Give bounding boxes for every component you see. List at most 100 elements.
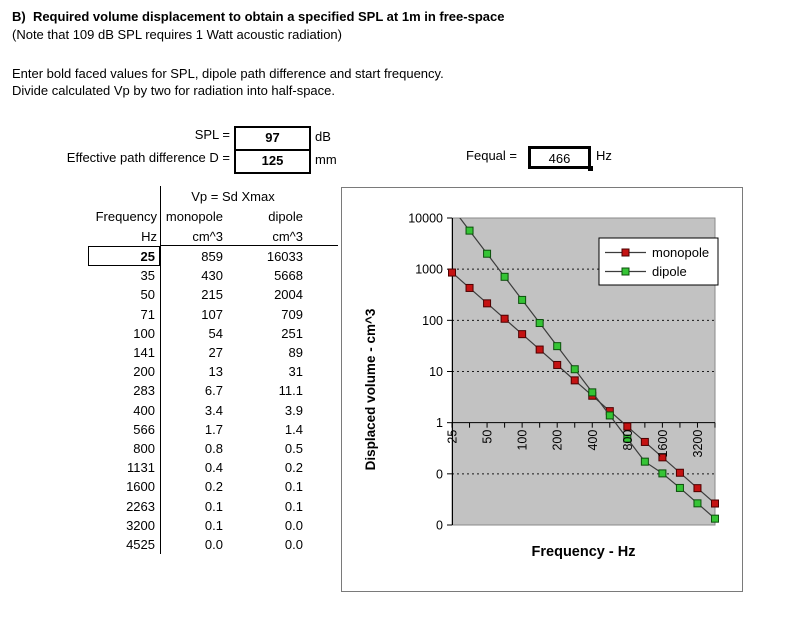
x-tick-label: 200: [551, 430, 565, 451]
monopole-cell[interactable]: 107: [201, 307, 223, 322]
y-tick-label: 0: [436, 467, 443, 481]
dipole-cell[interactable]: 0.5: [284, 441, 303, 456]
dipole-cell[interactable]: 0.1: [284, 499, 303, 514]
frequency-cell[interactable]: 400: [133, 403, 155, 418]
path-difference-unit: mm: [315, 152, 337, 167]
monopole-cell[interactable]: 215: [201, 287, 223, 302]
marker-dipole: [483, 249, 492, 258]
table-row: 1600 0.2 0.1: [0, 477, 340, 496]
cell-fill-handle[interactable]: [588, 166, 593, 171]
marker-dipole: [675, 483, 684, 492]
table-row: 50 215 2004: [0, 285, 340, 304]
marker-dipole: [465, 226, 474, 235]
table-row: 71 107 709: [0, 305, 340, 324]
dipole-cell[interactable]: 16033: [266, 249, 303, 264]
spl-value-cell[interactable]: 97: [265, 130, 280, 145]
marker-dipole: [535, 319, 544, 328]
dipole-cell[interactable]: 1.4: [284, 422, 303, 437]
x-axis-title: Frequency - Hz: [532, 544, 636, 560]
frequency-cell[interactable]: 35: [140, 268, 155, 283]
table-row: 283 6.7 11.1: [0, 381, 340, 400]
table-row: 100 54 251: [0, 324, 340, 343]
dipole-cell[interactable]: 0.0: [284, 537, 303, 552]
x-tick-label: 1600: [656, 430, 670, 458]
dipole-cell[interactable]: 89: [288, 345, 303, 360]
marker-dipole: [711, 514, 719, 523]
marker-monopole: [693, 484, 702, 493]
marker-dipole: [623, 434, 632, 443]
unit-dipole: cm^3: [272, 229, 303, 244]
marker-monopole: [640, 437, 649, 446]
monopole-cell[interactable]: 13: [208, 364, 223, 379]
legend-marker-monopole: [621, 248, 630, 257]
marker-monopole: [518, 330, 527, 339]
column-header-monopole: monopole: [165, 209, 223, 224]
frequency-cell[interactable]: 3200: [126, 518, 155, 533]
monopole-cell[interactable]: 0.1: [204, 499, 223, 514]
monopole-cell[interactable]: 54: [208, 326, 223, 341]
chart[interactable]: 10000 1000 100 10 1 0 0 25 50 100 200 400 800 1600 320…: [341, 187, 743, 592]
frequency-cell[interactable]: 2263: [126, 499, 155, 514]
series-line-monopole: [452, 272, 715, 504]
monopole-cell[interactable]: 859: [201, 249, 223, 264]
marker-monopole: [675, 468, 684, 477]
fequal-selected-cell[interactable]: 466: [528, 146, 591, 169]
dipole-cell[interactable]: 3.9: [284, 403, 303, 418]
marker-monopole: [623, 422, 632, 431]
frequency-cell[interactable]: 1131: [127, 460, 155, 475]
page-title: B) Required volume displacement to obtai…: [12, 9, 505, 24]
marker-monopole: [448, 268, 456, 277]
frequency-cell[interactable]: 566: [133, 422, 155, 437]
dipole-cell[interactable]: 2004: [274, 287, 303, 302]
table-row: 800 0.8 0.5: [0, 439, 340, 458]
table-row: 400 3.4 3.9: [0, 401, 340, 420]
legend-box: [598, 237, 719, 286]
table-row: 141 27 89: [0, 343, 340, 362]
dipole-cell[interactable]: 31: [288, 364, 303, 379]
marker-monopole: [535, 345, 544, 354]
path-difference-label: Effective path difference D =: [66, 150, 230, 165]
x-tick-label: 25: [446, 430, 460, 444]
dipole-cell[interactable]: 5668: [274, 268, 303, 283]
monopole-cell[interactable]: 0.8: [204, 441, 223, 456]
frequency-cell[interactable]: 283: [133, 383, 155, 398]
spl-label: SPL =: [194, 127, 230, 142]
x-tick-label: 800: [621, 430, 635, 451]
dipole-cell[interactable]: 0.0: [284, 518, 303, 533]
spl-unit: dB: [315, 129, 331, 144]
frequency-cell[interactable]: 71: [140, 307, 155, 322]
monopole-cell[interactable]: 1.7: [204, 422, 223, 437]
frequency-cell[interactable]: 25: [140, 249, 155, 264]
path-difference-value-cell[interactable]: 125: [261, 153, 284, 168]
frequency-cell[interactable]: 141: [133, 345, 155, 360]
dipole-cell[interactable]: 0.1: [284, 479, 303, 494]
dipole-cell[interactable]: 11.1: [278, 383, 303, 398]
y-axis-title: Displaced volume - cm^3: [363, 308, 378, 470]
table-column-divider: [160, 186, 161, 554]
instruction-line-2: Divide calculated Vp by two for radiatio…: [12, 83, 336, 98]
frequency-cell[interactable]: 200: [133, 364, 155, 379]
monopole-cell[interactable]: 0.1: [204, 518, 223, 533]
monopole-cell[interactable]: 0.4: [204, 460, 223, 475]
monopole-cell[interactable]: 6.7: [204, 383, 223, 398]
frequency-cell[interactable]: 100: [133, 326, 155, 341]
frequency-cell[interactable]: 1600: [126, 479, 155, 494]
dipole-cell[interactable]: 0.2: [284, 460, 303, 475]
dipole-cell[interactable]: 709: [281, 307, 303, 322]
frequency-cell[interactable]: 4525: [126, 537, 155, 552]
monopole-cell[interactable]: 430: [201, 268, 223, 283]
monopole-cell[interactable]: 0.2: [204, 479, 223, 494]
y-tick-label: 1: [436, 416, 443, 430]
y-tick-label: 1000: [415, 263, 443, 277]
monopole-cell[interactable]: 3.4: [204, 403, 223, 418]
marker-monopole: [465, 283, 474, 292]
marker-monopole: [500, 314, 509, 323]
frequency-cell[interactable]: 800: [133, 441, 155, 456]
x-tick-label: 3200: [691, 430, 705, 458]
y-tick-label: 0: [436, 519, 443, 533]
monopole-cell[interactable]: 27: [208, 345, 223, 360]
monopole-cell[interactable]: 0.0: [204, 537, 223, 552]
frequency-cell[interactable]: 50: [140, 287, 155, 302]
dipole-cell[interactable]: 251: [281, 326, 303, 341]
y-tick-label: 100: [422, 314, 443, 328]
